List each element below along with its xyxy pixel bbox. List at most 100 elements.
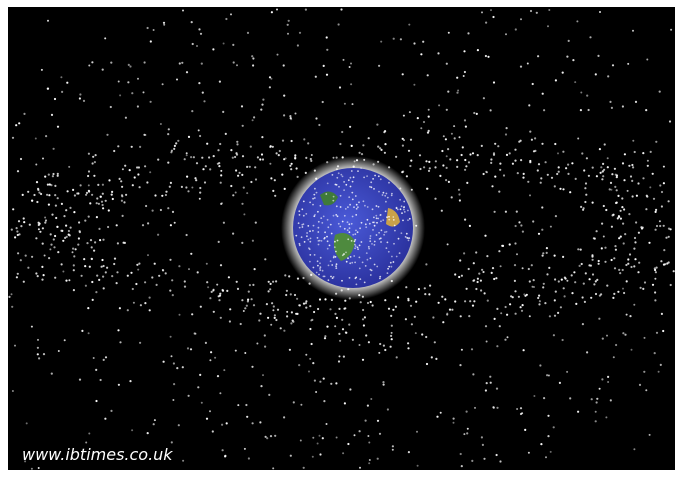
debris-dot — [554, 278, 556, 280]
debris-dot — [646, 195, 648, 197]
debris-dot — [349, 66, 351, 68]
debris-dot — [310, 158, 312, 160]
debris-dot — [583, 169, 585, 171]
debris-dot — [248, 457, 250, 459]
debris-dot — [564, 295, 566, 297]
debris-dot — [244, 307, 246, 309]
debris-dot — [283, 416, 285, 418]
debris-dot — [496, 345, 498, 347]
debris-dot — [382, 219, 384, 221]
debris-dot — [160, 123, 162, 125]
debris-dot — [584, 301, 586, 303]
debris-dot — [277, 54, 279, 56]
debris-dot — [471, 348, 473, 350]
debris-dot — [35, 138, 37, 140]
debris-dot — [309, 230, 311, 232]
debris-dot — [477, 154, 479, 156]
debris-dot — [134, 176, 136, 178]
debris-dot — [161, 195, 163, 197]
debris-dot — [290, 118, 292, 120]
debris-dot — [201, 63, 203, 65]
debris-dot — [642, 152, 644, 154]
debris-dot — [271, 302, 273, 304]
debris-dot — [409, 111, 411, 113]
debris-dot — [41, 266, 43, 268]
debris-dot — [591, 398, 593, 400]
debris-dot — [285, 157, 287, 159]
debris-dot — [368, 462, 370, 464]
debris-dot — [230, 149, 232, 151]
debris-dot — [57, 197, 59, 199]
debris-dot — [453, 418, 455, 420]
debris-dot — [116, 282, 118, 284]
debris-dot — [434, 166, 436, 168]
debris-dot — [446, 63, 448, 65]
debris-dot — [378, 175, 380, 177]
debris-dot — [520, 18, 522, 20]
debris-dot — [351, 262, 353, 264]
debris-dot — [119, 307, 121, 309]
debris-dot — [469, 153, 471, 155]
debris-dot — [26, 422, 28, 424]
debris-dot — [402, 145, 404, 147]
debris-dot — [537, 297, 539, 299]
debris-dot — [383, 131, 385, 133]
debris-dot — [149, 171, 151, 173]
debris-dot — [447, 148, 449, 150]
debris-dot — [369, 223, 371, 225]
debris-dot — [492, 267, 494, 269]
debris-dot — [538, 163, 540, 165]
debris-dot — [154, 419, 156, 421]
debris-dot — [173, 148, 175, 150]
debris-dot — [406, 233, 408, 235]
debris-dot — [184, 158, 186, 160]
debris-dot — [165, 272, 167, 274]
debris-dot — [79, 230, 81, 232]
debris-dot — [79, 379, 81, 381]
debris-dot — [595, 280, 597, 282]
debris-dot — [652, 284, 654, 286]
debris-dot — [376, 234, 378, 236]
debris-dot — [195, 333, 197, 335]
debris-dot — [247, 32, 249, 34]
debris-dot — [360, 301, 362, 303]
debris-dot — [69, 207, 71, 209]
debris-dot — [522, 267, 524, 269]
debris-dot — [454, 273, 456, 275]
debris-dot — [515, 225, 517, 227]
debris-dot — [88, 433, 90, 435]
debris-dot — [42, 243, 44, 245]
debris-dot — [551, 177, 553, 179]
debris-dot — [522, 304, 524, 306]
debris-dot — [165, 191, 167, 193]
debris-dot — [655, 209, 657, 211]
debris-dot — [301, 208, 303, 210]
debris-dot — [391, 193, 393, 195]
debris-dot — [567, 173, 569, 175]
debris-dot — [378, 191, 380, 193]
debris-dot — [313, 225, 315, 227]
debris-dot — [457, 90, 459, 92]
debris-dot — [68, 166, 70, 168]
debris-dot — [444, 298, 446, 300]
debris-dot — [340, 206, 342, 208]
debris-dot — [286, 315, 288, 317]
debris-dot — [383, 345, 385, 347]
debris-dot — [116, 224, 118, 226]
debris-dot — [91, 258, 93, 260]
debris-dot — [372, 208, 374, 210]
debris-dot — [85, 194, 87, 196]
debris-dot — [36, 181, 38, 183]
debris-dot — [371, 270, 373, 272]
debris-dot — [528, 104, 530, 106]
debris-dot — [114, 258, 116, 260]
debris-dot — [448, 32, 450, 34]
debris-dot — [308, 371, 310, 373]
debris-dot — [666, 262, 668, 264]
debris-dot — [344, 215, 346, 217]
debris-dot — [252, 422, 254, 424]
debris-dot — [449, 309, 451, 311]
debris-dot — [395, 306, 397, 308]
debris-dot — [588, 109, 590, 111]
debris-dot — [428, 116, 430, 118]
